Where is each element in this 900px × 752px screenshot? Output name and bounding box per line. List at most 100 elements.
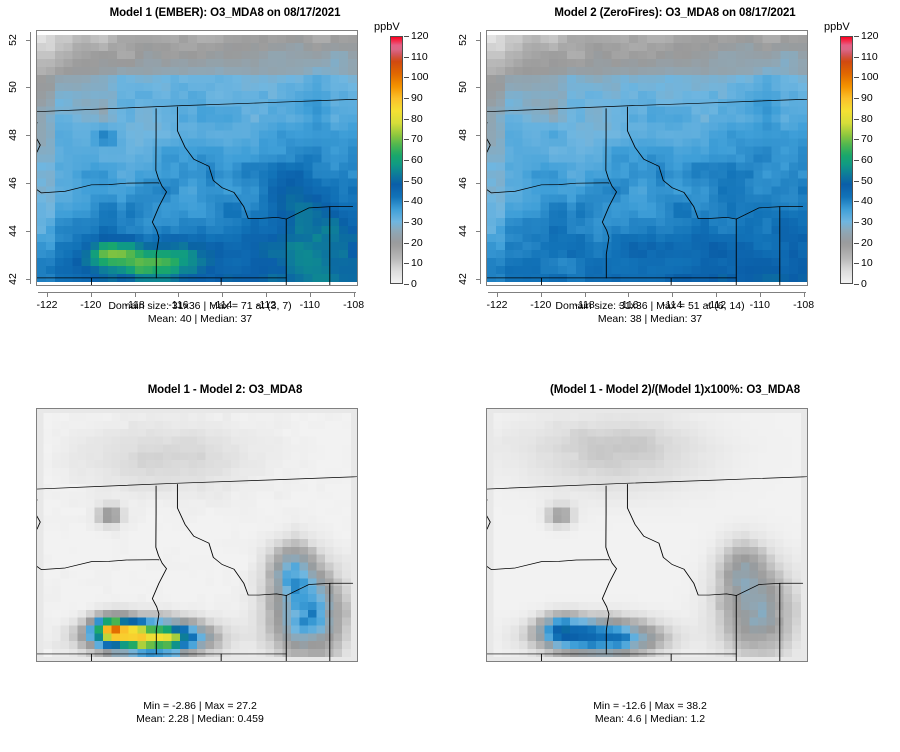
panel-title: Model 1 (EMBER): O3_MDA8 on 08/17/2021 [109,7,341,19]
y-axis-label: 44 [457,225,469,237]
colorbar-tick [854,98,859,99]
raster-map-layer [487,409,807,661]
colorbar-tick [854,56,859,58]
colorbar-tick-label: 20 [861,236,873,249]
x-axis-tick [266,292,267,297]
x-axis-label: -118 [124,299,145,311]
y-axis-label: 42 [7,272,19,285]
colorbar-tick [404,180,409,182]
colorbar-tick [404,139,409,141]
x-axis-tick [309,292,311,297]
y-axis-tick [476,39,481,41]
colorbar-unit-label: ppbV [374,21,400,33]
x-axis-label: -120 [80,299,102,311]
colorbar-tick-label: 60 [411,154,423,166]
colorbar-tick-label: 110 [411,50,428,63]
colorbar-tick [404,284,409,285]
colorbar-tick-label: 80 [411,112,423,125]
x-axis-label: -116 [168,299,189,311]
colorbar-tick [854,118,859,120]
colorbar-tick-label: 30 [861,216,873,228]
caption-line-2: Mean: 4.6 | Median: 1.2 [594,712,706,725]
colorbar-tick [854,222,859,223]
x-axis-tick [672,292,674,297]
x-axis-tick [497,292,498,297]
colorbar-tick [854,284,859,285]
panel-title: Model 2 (ZeroFires): O3_MDA8 on 08/17/20… [554,7,796,19]
x-axis-label: -118 [574,299,595,311]
colorbar-tick-label: 50 [411,174,423,187]
y-axis-label: 48 [7,129,19,142]
x-axis-tick [353,292,355,297]
caption-line-2: Mean: 40 | Median: 37 [147,312,253,325]
colorbar-tick-label: 110 [861,50,878,63]
colorbar-tick-label: 10 [411,257,423,270]
x-axis-label: -108 [343,299,365,311]
colorbar-tick-label: 90 [861,92,873,104]
x-axis-tick [47,292,48,297]
x-axis-label: -122 [36,299,58,311]
colorbar-tick [404,160,409,161]
y-axis-tick [476,87,481,89]
colorbar-tick [854,180,859,182]
y-axis-tick [26,278,31,280]
colorbar-tick [854,242,859,244]
panel-statistics-caption: Min = -12.6 | Max = 38.2 Mean: 4.6 | Medi… [450,700,850,725]
colorbar-tick [854,139,859,141]
caption-line-1: Min = -12.6 | Max = 38.2 [593,700,707,712]
x-axis-label: -112 [705,299,727,311]
colorbar-tick [404,36,409,37]
colorbar-tick-label: 10 [861,257,873,270]
y-axis-tick [26,135,31,137]
raster-map-layer [37,31,357,285]
y-axis-label: 42 [457,272,469,285]
caption-line-1: Domain size: 31x36 | Max = 71 at (3, 7) [108,300,292,312]
x-axis-tick [628,292,630,297]
colorbar-tick [404,242,409,244]
colorbar-tick [404,201,409,203]
panel-difference-absolute: Model 1 - Model 2: O3_MDA8ppbV0510152025… [0,376,450,752]
colorbar-gradient [840,36,853,284]
x-axis-label: -110 [749,299,770,311]
colorbar-tick [404,118,409,120]
caption-line-2: Mean: 38 | Median: 37 [597,312,703,325]
x-axis-label: -116 [618,299,639,311]
colorbar-tick [404,222,409,223]
colorbar-gradient [390,36,403,284]
map-plot-area [486,30,808,286]
colorbar-tick-label: 20 [411,236,423,249]
panel-title: (Model 1 - Model 2)/(Model 1)x100%: O3_M… [549,384,801,396]
x-axis-label: -114 [212,299,233,311]
colorbar-unit-label: ppbV [824,21,850,33]
colorbar-tick-label: 100 [861,71,879,84]
x-axis-tick [90,292,92,297]
colorbar-tick-label: 90 [411,92,423,104]
y-axis-label: 52 [457,33,469,46]
y-axis-label: 44 [7,225,19,237]
y-axis-tick [476,278,481,280]
colorbar-tick [404,77,409,79]
y-axis-tick [476,231,481,232]
panel-title: Model 1 - Model 2: O3_MDA8 [147,384,303,396]
map-plot-area [486,408,808,662]
caption-line-1: Min = -2.86 | Max = 27.2 [143,700,257,712]
x-axis-tick [716,292,717,297]
x-axis-tick [178,292,180,297]
y-axis-label: 50 [7,81,19,94]
raster-map-layer [37,409,357,661]
colorbar-tick-label: 40 [861,195,873,208]
y-axis-label: 46 [457,177,469,189]
colorbar-tick [854,263,859,265]
panel-statistics-caption: Min = -2.86 | Max = 27.2 Mean: 2.28 | Med… [0,700,400,725]
colorbar-tick [854,77,859,79]
colorbar-tick-label: 0 [861,278,867,290]
map-plot-area [36,30,358,286]
caption-line-1: Domain size: 31x36 | Max = 51 at (6, 14) [555,300,745,312]
panel-statistics-caption: Domain size: 31x36 | Max = 51 at (6, 14)… [450,300,850,325]
x-axis-label: -120 [530,299,552,311]
colorbar-tick-label: 100 [411,71,429,84]
panel-statistics-caption: Domain size: 31x36 | Max = 71 at (3, 7) M… [0,300,400,325]
colorbar-tick [854,36,859,37]
colorbar-tick [404,56,409,58]
